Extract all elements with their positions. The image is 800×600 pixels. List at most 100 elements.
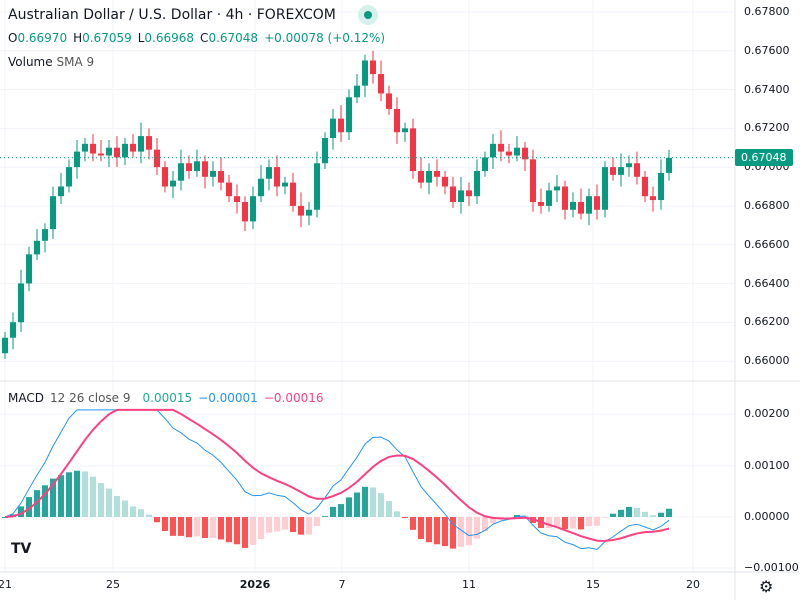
candle-body [634, 163, 640, 177]
candle-body [474, 170, 480, 197]
volume-legend[interactable]: Volume SMA 9 [8, 55, 94, 69]
macd-histogram-bar [138, 509, 144, 517]
candle-body [386, 93, 392, 109]
macd-histogram-bar [650, 515, 656, 517]
candle-body [546, 190, 552, 206]
candle-body [194, 161, 200, 171]
candle-body [506, 151, 512, 156]
candle-body [418, 170, 424, 183]
macd-histogram-bar [490, 517, 496, 524]
macd-axis-label: −0.00100 [744, 561, 799, 574]
macd-histogram-bar [274, 517, 280, 532]
candle-body [242, 202, 248, 222]
candle-body [370, 60, 376, 75]
macd-histogram-bar [154, 517, 160, 523]
macd-label: MACD [8, 391, 44, 405]
time-axis-label: 2026 [239, 578, 271, 591]
candle-body [146, 136, 152, 150]
candle-body [522, 147, 528, 160]
open-value: 0.66970 [17, 31, 68, 45]
candle-body [626, 163, 632, 168]
macd-line [4, 409, 670, 551]
candle-body [594, 196, 600, 210]
macd-histogram-bar [602, 517, 608, 518]
candle-body [18, 283, 24, 323]
candle-body [130, 143, 136, 152]
macd-histogram-bar [98, 483, 104, 517]
candle-body [298, 205, 304, 216]
candle-body [10, 322, 16, 338]
candle-body [202, 161, 208, 177]
volume-label: Volume [8, 55, 53, 69]
macd-histogram-bar [178, 517, 184, 536]
macd-histogram-bar [362, 486, 368, 517]
macd-legend[interactable]: MACD 12 26 close 9 0.00015 −0.00001 −0.00016 [8, 391, 330, 405]
candle-body [458, 190, 464, 203]
candle-body [34, 240, 40, 255]
macd-histogram-bar [330, 506, 336, 517]
macd-histogram-bar [194, 517, 200, 537]
candle-body [314, 163, 320, 210]
macd-histogram-bar [394, 511, 400, 517]
candle-body [106, 147, 112, 156]
settings-gear-icon[interactable]: ⚙ [759, 577, 774, 596]
change-value: +0.00078 (+0.12%) [264, 31, 386, 45]
candle-body [162, 167, 168, 187]
macd-histogram-bar [322, 516, 328, 517]
macd-histogram-bar [74, 470, 80, 517]
macd-histogram-bar [354, 492, 360, 517]
macd-histogram-bar [34, 490, 40, 517]
macd-histogram-bar [258, 517, 264, 540]
candle-body [234, 196, 240, 203]
candle-body [402, 128, 408, 133]
macd-histogram-bar [554, 517, 560, 527]
candle-body [610, 167, 616, 175]
macd-histogram-bar [402, 517, 408, 519]
candle-body [66, 167, 72, 187]
symbol-title[interactable]: Australian Dollar / U.S. Dollar · 4h · F… [8, 7, 336, 23]
macd-histogram-bar [434, 517, 440, 545]
ohlc-readout: O0.66970 H0.67059 L0.66968 C0.67048 +0.00078… [8, 31, 386, 45]
macd-histogram-bar [42, 485, 48, 517]
candle-body [354, 85, 360, 98]
market-status-icon[interactable] [358, 5, 378, 25]
macd-histogram-bar [234, 517, 240, 545]
price-axis-label: 0.66200 [744, 315, 790, 329]
candle-body [442, 176, 448, 187]
candle-body [514, 147, 520, 156]
candle-body [170, 180, 176, 187]
candle-body [466, 190, 472, 197]
macd-histogram-bar [202, 517, 208, 539]
macd-histogram-bar [578, 517, 584, 530]
candle-body [226, 182, 232, 197]
candle-body [98, 153, 104, 156]
macd-histogram-bar [26, 497, 32, 517]
candle-body [346, 97, 352, 133]
candle-body [274, 167, 280, 187]
candle-body [154, 149, 160, 168]
macd-histogram-bar [226, 517, 232, 543]
candle-body [362, 60, 368, 86]
price-axis-label: 0.67800 [744, 5, 790, 18]
macd-histogram-bar [130, 506, 136, 517]
macd-histogram-bar [594, 517, 600, 526]
candle-body [562, 186, 568, 210]
tradingview-logo[interactable]: TV [11, 541, 32, 557]
candle-body [282, 182, 288, 187]
macd-histogram-bar [442, 517, 448, 547]
macd-histogram-bar [218, 517, 224, 540]
candle-body [482, 157, 488, 171]
macd-histogram-bar [186, 517, 192, 538]
current-price-badge: 0.67048 [735, 149, 793, 166]
macd-params: 12 26 close 9 [49, 391, 131, 405]
macd-histogram-bar [450, 517, 456, 549]
candle-body [114, 147, 120, 158]
candle-body [306, 209, 312, 216]
candle-body [338, 118, 344, 133]
macd-histogram-bar [162, 517, 168, 532]
macd-histogram-bar [114, 495, 120, 517]
signal-line [4, 408, 670, 542]
candle-body [2, 337, 8, 354]
macd-histogram-bar [458, 517, 464, 547]
